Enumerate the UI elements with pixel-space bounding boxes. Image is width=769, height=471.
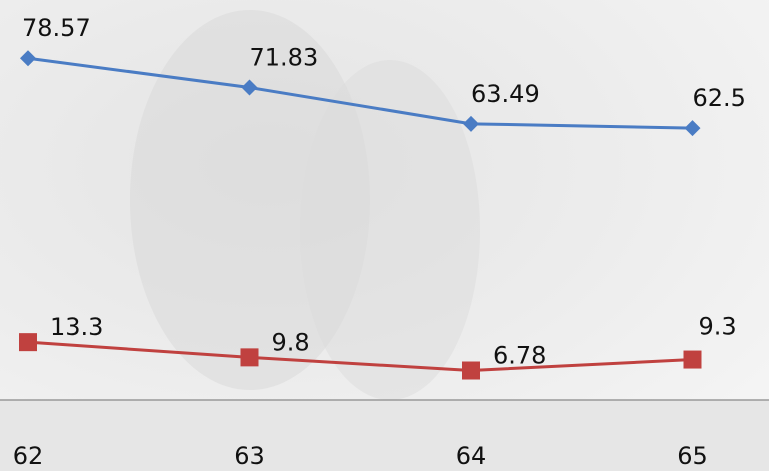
marker [462,361,480,380]
marker [19,333,37,352]
data-label: 9.8 [272,328,310,356]
marker [240,348,259,367]
series-line [27,56,693,130]
marker [684,120,701,137]
marker [20,50,36,67]
data-label: 62.5 [693,84,746,112]
data-label: 9.3 [699,313,737,341]
x-tick-label: 65 [677,442,708,470]
background-shape [300,60,480,400]
series-line [27,340,693,373]
floor [0,400,769,471]
data-label: 13.3 [50,313,103,341]
x-tick-label: 62 [13,442,44,470]
data-label: 78.57 [22,14,91,42]
marker [463,115,479,132]
marker [683,350,702,369]
marker [241,79,258,96]
data-label: 71.83 [250,44,319,72]
x-tick-label: 64 [456,442,487,470]
data-label: 63.49 [471,80,540,108]
data-label: 6.78 [493,342,546,370]
x-tick-label: 63 [234,442,265,470]
